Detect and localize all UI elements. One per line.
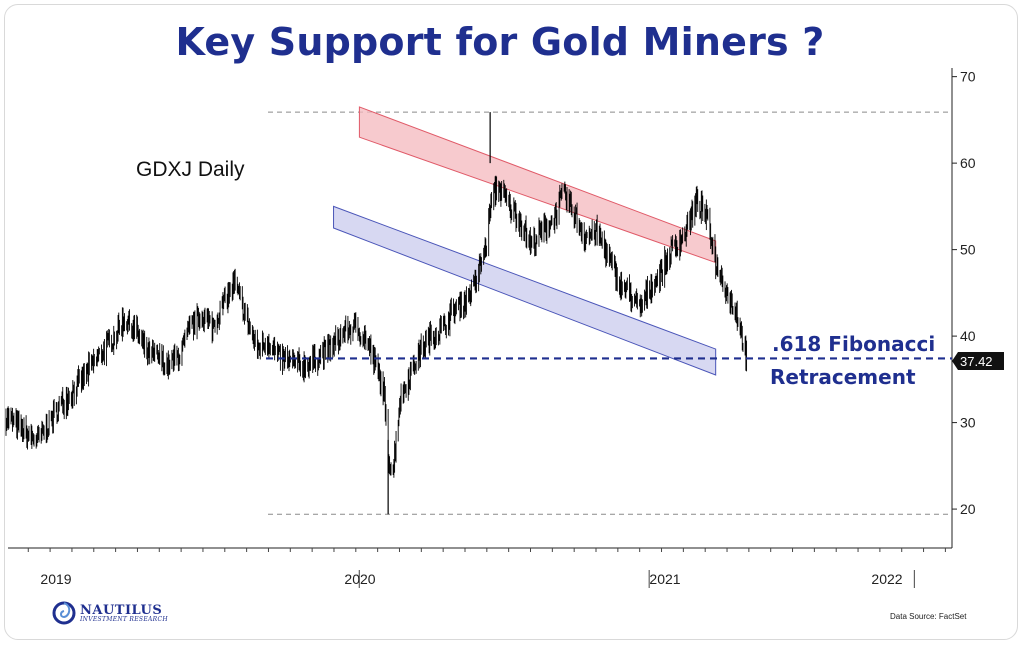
series-label: GDXJ Daily [136,158,245,181]
reference-lines [268,111,950,515]
x-tick-label: 2022 [871,571,902,587]
logo-name: NAUTILUS [80,602,163,618]
price-tag: 37.42 [952,352,1004,370]
axes [8,68,953,549]
x-tick-label: 2021 [649,571,680,587]
nautilus-logo: NAUTILUS INVESTMENT RESEARCH [52,600,168,626]
y-tick-label: 50 [960,242,976,258]
fibonacci-label-line2: Retracement [770,365,916,389]
x-ticks: 2019 2020 2021 2022 [27,548,946,588]
y-tick-label: 40 [960,328,976,344]
price-series [5,112,748,515]
nautilus-icon [52,601,76,625]
price-tag-shape [952,352,1004,370]
data-source: Data Source: FactSet [890,612,967,621]
fibonacci-label-line1: .618 Fibonacci [772,332,935,356]
y-tick-label: 20 [960,501,976,517]
y-tick-label: 70 [960,69,976,85]
x-tick-label: 2020 [344,571,375,587]
price-tag-value: 37.42 [960,354,993,369]
logo-tagline: INVESTMENT RESEARCH [80,615,168,623]
y-ticks: 20 30 40 50 60 70 [952,69,976,517]
chart-title: Key Support for Gold Miners ? [175,20,825,64]
y-tick-label: 60 [960,155,976,171]
lower-channel [333,205,717,376]
y-tick-label: 30 [960,415,976,431]
chart-frame [4,4,1018,640]
x-tick-label: 2019 [40,571,71,587]
channels [333,106,717,376]
